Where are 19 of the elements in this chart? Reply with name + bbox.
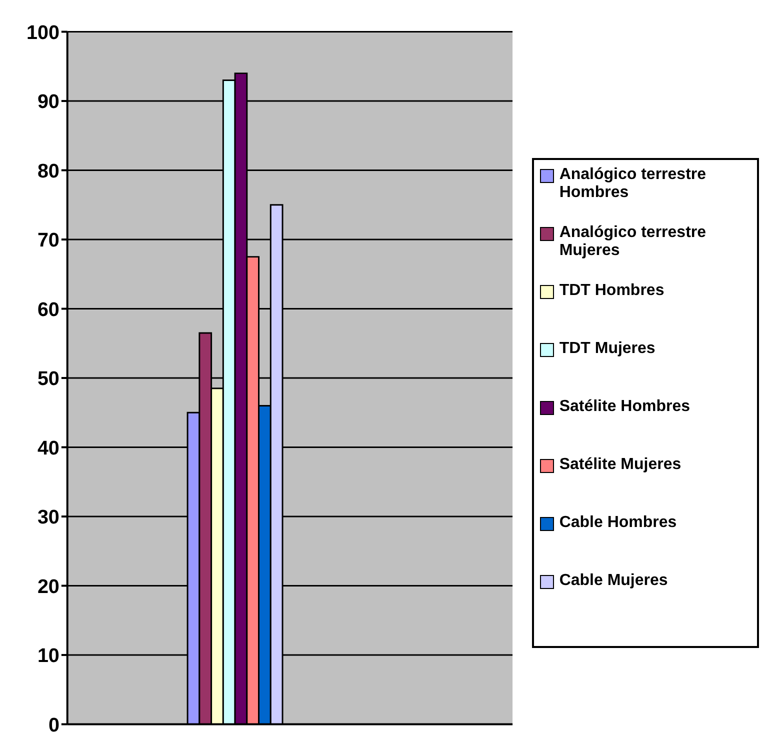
- y-tick-label: 80: [37, 160, 60, 182]
- y-tick-label: 40: [37, 437, 60, 460]
- legend-label: Satélite Mujeres: [559, 456, 682, 474]
- y-tick-label: 100: [26, 22, 60, 44]
- legend-label: Satélite Hombres: [559, 398, 690, 416]
- legend-label: Cable Hombres: [559, 514, 677, 532]
- y-tick-label: 70: [37, 230, 60, 252]
- legend-label: TDT Mujeres: [559, 340, 656, 358]
- y-tick-label: 50: [37, 368, 60, 390]
- legend-label: Analógico terrestre Mujeres: [559, 224, 708, 260]
- y-tick-label: 90: [37, 91, 60, 114]
- y-tick-label: 0: [48, 714, 60, 736]
- legend-label: Cable Mujeres: [559, 572, 668, 590]
- legend-label: Analógico terrestre Hombres: [559, 166, 708, 202]
- y-tick-label: 20: [37, 576, 60, 598]
- legend-label: TDT Hombres: [559, 282, 664, 300]
- y-tick-label: 10: [37, 645, 60, 668]
- y-tick-label: 30: [37, 506, 60, 529]
- y-tick-label: 60: [37, 298, 60, 321]
